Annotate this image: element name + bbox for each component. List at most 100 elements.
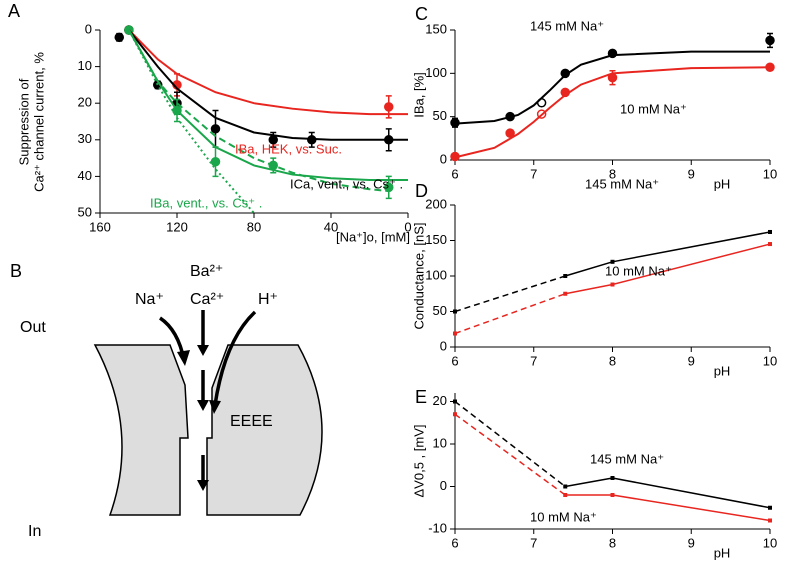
series-segment — [454, 413, 566, 496]
site-label: EEEE — [230, 413, 273, 430]
x-tick-label: 9 — [688, 166, 695, 181]
x-tick-label: 160 — [89, 219, 111, 234]
arrow-head — [177, 350, 190, 366]
x-tick-label: 120 — [166, 219, 188, 234]
marker — [384, 182, 394, 193]
x-tick-label: 9 — [688, 535, 695, 550]
y-tick-label: 150 — [425, 21, 447, 36]
series-segment — [612, 243, 771, 286]
y-tick-label: 20 — [78, 95, 92, 110]
ion-label: Ca²⁺ — [190, 291, 224, 308]
y-tick-label: 10 — [433, 435, 447, 450]
marker — [210, 124, 221, 134]
ion-label: Ba²⁺ — [190, 263, 223, 280]
y-tick-label: -10 — [428, 520, 447, 535]
y-tick-label: 0 — [440, 478, 447, 493]
annotation: 145 mM Na⁺ — [585, 176, 659, 191]
out-label: Out — [20, 319, 46, 336]
y-tick-label: 100 — [425, 267, 447, 282]
y-axis-label: Conductance, [nS] — [411, 223, 426, 330]
x-tick-label: 7 — [530, 166, 537, 181]
series-segment — [454, 275, 566, 313]
marker — [765, 35, 775, 46]
panel-label: A — [8, 1, 20, 21]
marker — [210, 157, 221, 167]
x-tick-label: 8 — [609, 353, 616, 368]
panel-label: B — [10, 261, 22, 281]
diagram-b: B Out In Na⁺ Ba²⁺ Ca²⁺ H⁺ EEEE — [10, 261, 323, 540]
annotation: IBa, HEK, vs. Suc. — [235, 141, 342, 156]
x-axis-label: pH — [714, 176, 731, 191]
marker — [505, 128, 515, 138]
y-axis-label: IBa, [%] — [411, 72, 426, 118]
series-segment — [612, 477, 771, 509]
annotation: 10 mM Na⁺ — [605, 263, 672, 278]
arrow-head — [209, 400, 221, 414]
arrow — [213, 310, 257, 406]
annotation: IBa, vent., vs. Cs⁺ . — [150, 195, 262, 210]
y-axis-label: Suppression of — [16, 78, 31, 165]
x-axis-label: pH — [714, 545, 731, 560]
x-tick-label: 10 — [763, 535, 777, 550]
y-tick-label: 200 — [425, 196, 447, 211]
marker — [768, 505, 772, 510]
marker — [563, 274, 568, 278]
fit-curve — [454, 50, 770, 125]
marker — [768, 518, 772, 523]
fit-curve — [128, 29, 408, 141]
x-tick-label: 8 — [609, 166, 616, 181]
x-tick-label: 10 — [763, 353, 777, 368]
series-segment — [565, 283, 613, 295]
y-tick-label: 50 — [433, 303, 447, 318]
chart-panel: C 0 50 100 150 6 7 8 9 10 pH IBa, [%] 145 mM Na⁺ 10 m… — [411, 4, 777, 192]
marker — [114, 32, 124, 43]
fit-curve — [128, 29, 389, 193]
marker — [610, 493, 615, 497]
x-tick-label: 7 — [530, 535, 537, 550]
fit-curve — [127, 29, 255, 214]
x-tick-label: 6 — [451, 166, 458, 181]
marker — [768, 242, 772, 247]
x-tick-label: 80 — [247, 219, 261, 234]
series-segment — [454, 400, 566, 488]
ion-label: Na⁺ — [135, 291, 164, 308]
marker — [453, 399, 457, 404]
chart-panel: D 0 50 100 150 200 6 7 8 9 10 pH Conductance, [nS] 14… — [411, 176, 777, 378]
fit-curve — [128, 29, 408, 116]
x-axis-label: pH — [714, 363, 731, 378]
marker — [610, 259, 615, 264]
ion-label: H⁺ — [258, 291, 278, 308]
channel-wall — [93, 344, 189, 516]
marker — [453, 331, 457, 336]
annotation: 145 mM Na⁺ — [590, 451, 664, 466]
x-tick-label: 10 — [763, 166, 777, 181]
y-tick-label: 0 — [440, 151, 447, 166]
series-segment — [565, 261, 613, 277]
x-tick-label: 9 — [688, 353, 695, 368]
x-tick-label: 0 — [404, 219, 411, 234]
y-tick-label: 100 — [425, 65, 447, 80]
y-tick-label: 0 — [440, 338, 447, 353]
x-tick-label: 40 — [324, 219, 338, 234]
y-tick-label: 150 — [425, 232, 447, 247]
x-tick-label: 7 — [530, 353, 537, 368]
y-tick-label: 40 — [78, 168, 92, 183]
annotation: 10 mM Na⁺ — [530, 509, 597, 524]
annotation: 145 mM Na⁺ — [530, 18, 604, 33]
x-tick-label: 6 — [451, 535, 458, 550]
in-label: In — [28, 523, 41, 540]
chart-panel: E -10 0 10 20 6 7 8 9 10 pH ΔV0,5 , [mV] 145 mM Na⁺ 1… — [411, 387, 777, 561]
annotation: ICa, vent., vs. Cs⁺ . — [290, 176, 403, 191]
channel-wall — [206, 344, 323, 516]
panel-label: D — [415, 181, 428, 201]
y-axis-label: Ca²⁺ channel current, % — [31, 52, 46, 192]
y-tick-label: 30 — [78, 131, 92, 146]
y-tick-label: 50 — [433, 108, 447, 123]
marker — [453, 412, 457, 417]
x-tick-label: 8 — [609, 535, 616, 550]
y-tick-label: 20 — [433, 393, 447, 408]
series-segment — [454, 293, 566, 335]
marker — [563, 493, 568, 497]
